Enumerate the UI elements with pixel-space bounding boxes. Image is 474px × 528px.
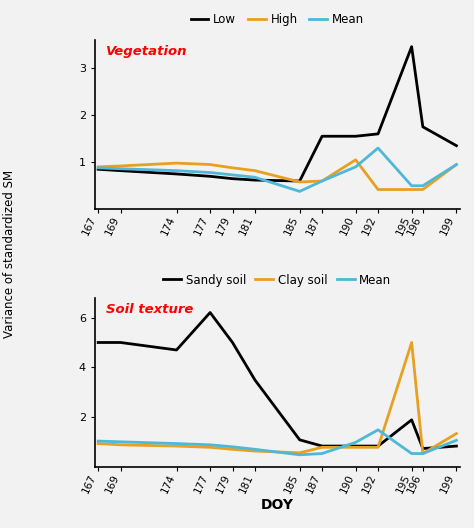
X-axis label: DOY: DOY [261, 498, 294, 512]
Text: Vegetation: Vegetation [106, 45, 187, 58]
Legend: Sandy soil, Clay soil, Mean: Sandy soil, Clay soil, Mean [158, 269, 396, 291]
Text: Variance of standardized SM: Variance of standardized SM [3, 169, 16, 337]
Legend: Low, High, Mean: Low, High, Mean [186, 8, 369, 31]
Text: Soil texture: Soil texture [106, 303, 193, 316]
